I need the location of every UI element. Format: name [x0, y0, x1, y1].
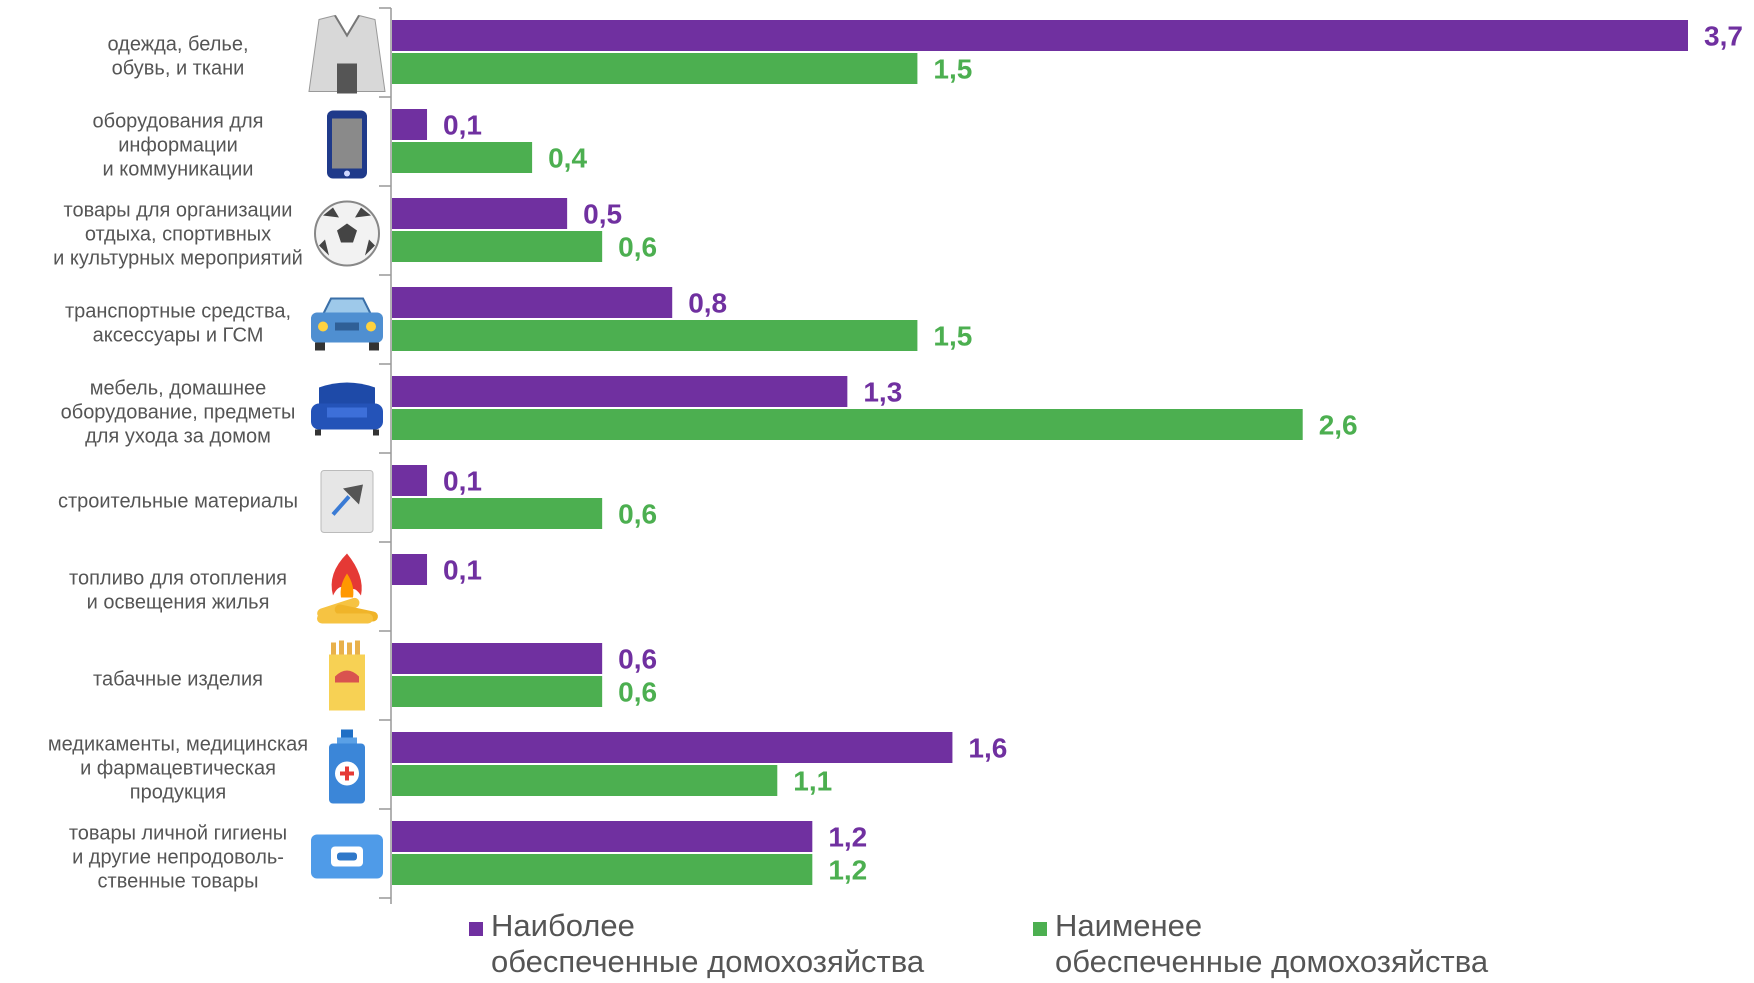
cigarette-pack-icon	[329, 640, 365, 711]
legend-swatch	[469, 922, 483, 936]
clothing-icon	[308, 14, 386, 94]
smartphone-icon	[327, 110, 367, 179]
bar-series-2	[392, 320, 918, 351]
bar-series-1	[392, 109, 428, 140]
legend-label: Наиболее обеспеченные домохозяйства	[491, 908, 925, 979]
bar-series-1	[392, 732, 953, 763]
data-label: 1,6	[968, 733, 1007, 764]
soccer-ball-icon	[314, 200, 380, 267]
bar-series-1	[392, 20, 1688, 51]
bar-series-1	[392, 287, 673, 318]
data-label: 1,2	[828, 822, 867, 853]
data-label: 0,6	[618, 644, 657, 675]
bar-series-2	[392, 854, 813, 885]
data-label: 0,1	[443, 555, 482, 586]
legend-label: Наименее обеспеченные домохозяйства	[1055, 908, 1489, 979]
bar-series-2	[392, 231, 603, 262]
bar-series-2	[392, 498, 603, 529]
category-label: топливо для отопления и освещения жилья	[69, 568, 287, 614]
category-label: одежда, белье, обувь, и ткани	[108, 34, 249, 80]
data-label: 0,8	[688, 288, 727, 319]
medicine-bottle-icon	[329, 729, 365, 804]
data-label: 1,2	[828, 855, 867, 886]
bar-series-1	[392, 198, 568, 229]
car-icon	[311, 297, 383, 351]
legend-swatch	[1033, 922, 1047, 936]
legend-item-series-1: Наиболее обеспеченные домохозяйства	[469, 908, 924, 980]
bar-series-1	[392, 643, 603, 674]
campfire-icon	[317, 553, 378, 624]
data-label: 0,1	[443, 466, 482, 497]
bar-series-2	[392, 765, 778, 796]
wet-wipes-icon	[311, 834, 383, 879]
trowel-bag-icon	[320, 470, 374, 533]
category-label: транспортные средства, аксессуары и ГСМ	[65, 301, 291, 347]
data-label: 0,6	[618, 677, 657, 708]
data-label: 0,1	[443, 110, 482, 141]
category-label: товары для организации отдыха, спортивных…	[53, 200, 303, 270]
bar-series-2	[392, 676, 603, 707]
bar-series-1	[392, 376, 848, 407]
bar-series-1	[392, 554, 428, 585]
bar-series-2	[392, 142, 533, 173]
data-label: 0,6	[618, 232, 657, 263]
legend-item-series-2: Наименее обеспеченные домохозяйства	[1033, 908, 1488, 980]
data-label: 1,5	[933, 321, 972, 352]
data-label: 2,6	[1319, 410, 1358, 441]
category-label: медикаменты, медицинская и фармацевтическ…	[48, 734, 308, 804]
sofa-icon	[311, 382, 383, 436]
data-label: 1,5	[933, 54, 972, 85]
data-label: 0,5	[583, 199, 622, 230]
category-label: мебель, домашнее оборудование, предметы дл…	[61, 378, 296, 448]
category-label: табачные изделия	[93, 669, 263, 691]
data-label: 0,6	[618, 499, 657, 530]
category-label: строительные материалы	[58, 491, 298, 513]
data-label: 3,7	[1704, 21, 1743, 52]
bar-series-2	[392, 409, 1303, 440]
data-label: 1,3	[863, 377, 902, 408]
data-label: 0,4	[548, 143, 587, 174]
category-label: оборудования для информации и коммуникации	[92, 111, 263, 181]
bar-series-2	[392, 53, 918, 84]
bar-series-1	[392, 821, 813, 852]
category-label: товары личной гигиены и другие непродовол…	[69, 823, 287, 893]
data-label: 1,1	[793, 766, 832, 797]
bar-series-1	[392, 465, 428, 496]
